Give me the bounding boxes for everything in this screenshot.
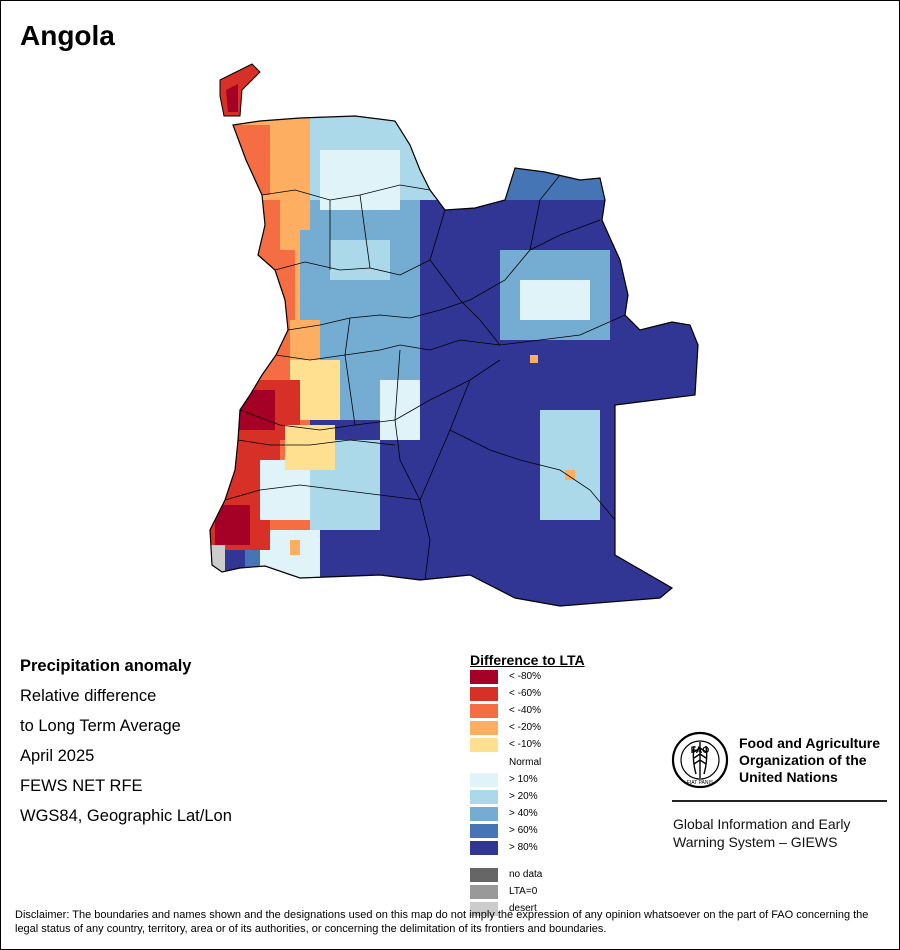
- legend-label: LTA=0: [509, 886, 538, 897]
- legend-swatch: [470, 704, 498, 718]
- legend-label: < -40%: [509, 705, 541, 716]
- fao-name-line: United Nations: [739, 769, 838, 785]
- legend-swatch: [470, 721, 498, 735]
- legend-item: > 20%: [470, 790, 670, 804]
- legend-item: < -80%: [470, 670, 670, 684]
- info-line-projection: WGS84, Geographic Lat/Lon: [20, 807, 232, 825]
- fao-logo: FAO FIAT PANIS: [671, 731, 729, 789]
- legend-item: < -40%: [470, 704, 670, 718]
- legend-label: > 80%: [509, 842, 538, 853]
- legend-swatch: [470, 687, 498, 701]
- legend-item: < -10%: [470, 738, 670, 752]
- legend-label: > 10%: [509, 774, 538, 785]
- legend-label: > 60%: [509, 825, 538, 836]
- legend-label: desert: [509, 903, 537, 914]
- legend-label: > 40%: [509, 808, 538, 819]
- info-line-source: FEWS NET RFE: [20, 777, 143, 795]
- legend-label: < -80%: [509, 671, 541, 682]
- fao-divider: [672, 800, 887, 802]
- info-line-long-term-average: to Long Term Average: [20, 717, 181, 735]
- legend-item: > 80%: [470, 841, 670, 855]
- legend-swatch: [470, 670, 498, 684]
- legend-label: < -20%: [509, 722, 541, 733]
- info-line-precipitation-anomaly: Precipitation anomaly: [20, 657, 192, 675]
- map-title: Angola: [20, 20, 115, 51]
- giews-name-line: Global Information and Early: [673, 816, 851, 832]
- legend-swatch: [470, 841, 498, 855]
- legend-swatch: [470, 790, 498, 804]
- fao-logo-letters: FAO: [691, 745, 710, 755]
- info-line-relative-difference: Relative difference: [20, 687, 157, 705]
- legend-item: > 10%: [470, 773, 670, 787]
- angola-outline: [209, 115, 699, 607]
- legend-item: Normal: [470, 756, 670, 770]
- legend-label: > 20%: [509, 791, 538, 802]
- legend-item: > 40%: [470, 807, 670, 821]
- fao-name: Food and Agriculture Organization of the…: [739, 735, 880, 786]
- legend-item: > 60%: [470, 824, 670, 838]
- info-line-date: April 2025: [20, 747, 95, 765]
- legend-label: < -60%: [509, 688, 541, 699]
- legend-item: < -60%: [470, 687, 670, 701]
- legend-swatch: [470, 885, 498, 899]
- legend-item: desert: [470, 902, 670, 916]
- legend-swatch: [470, 824, 498, 838]
- map-info-block: Precipitation anomaly Relative differenc…: [20, 656, 232, 836]
- legend-item: no data: [470, 868, 670, 882]
- legend-swatch: [470, 738, 498, 752]
- fao-name-line: Food and Agriculture: [739, 735, 881, 751]
- fao-name-line: Organization of the: [739, 752, 867, 768]
- legend-swatch: [470, 807, 498, 821]
- legend-label: < -10%: [509, 739, 541, 750]
- precipitation-anomaly-map: [209, 63, 699, 607]
- legend-swatch: [470, 773, 498, 787]
- disclaimer: Disclaimer: The boundaries and names sho…: [15, 909, 869, 935]
- giews-name-line: Warning System – GIEWS: [673, 834, 838, 850]
- province-boundaries: [224, 174, 626, 581]
- legend-item: < -20%: [470, 721, 670, 735]
- giews-name: Global Information and Early Warning Sys…: [673, 815, 850, 851]
- legend-label: no data: [509, 869, 543, 880]
- legend-label: Normal: [509, 757, 542, 768]
- legend-title: Difference to LTA: [470, 652, 585, 668]
- legend-swatch: [470, 902, 498, 916]
- legend-swatch: [470, 868, 498, 882]
- legend-item: LTA=0: [470, 885, 670, 899]
- fao-logo-motto: FIAT PANIS: [687, 780, 714, 786]
